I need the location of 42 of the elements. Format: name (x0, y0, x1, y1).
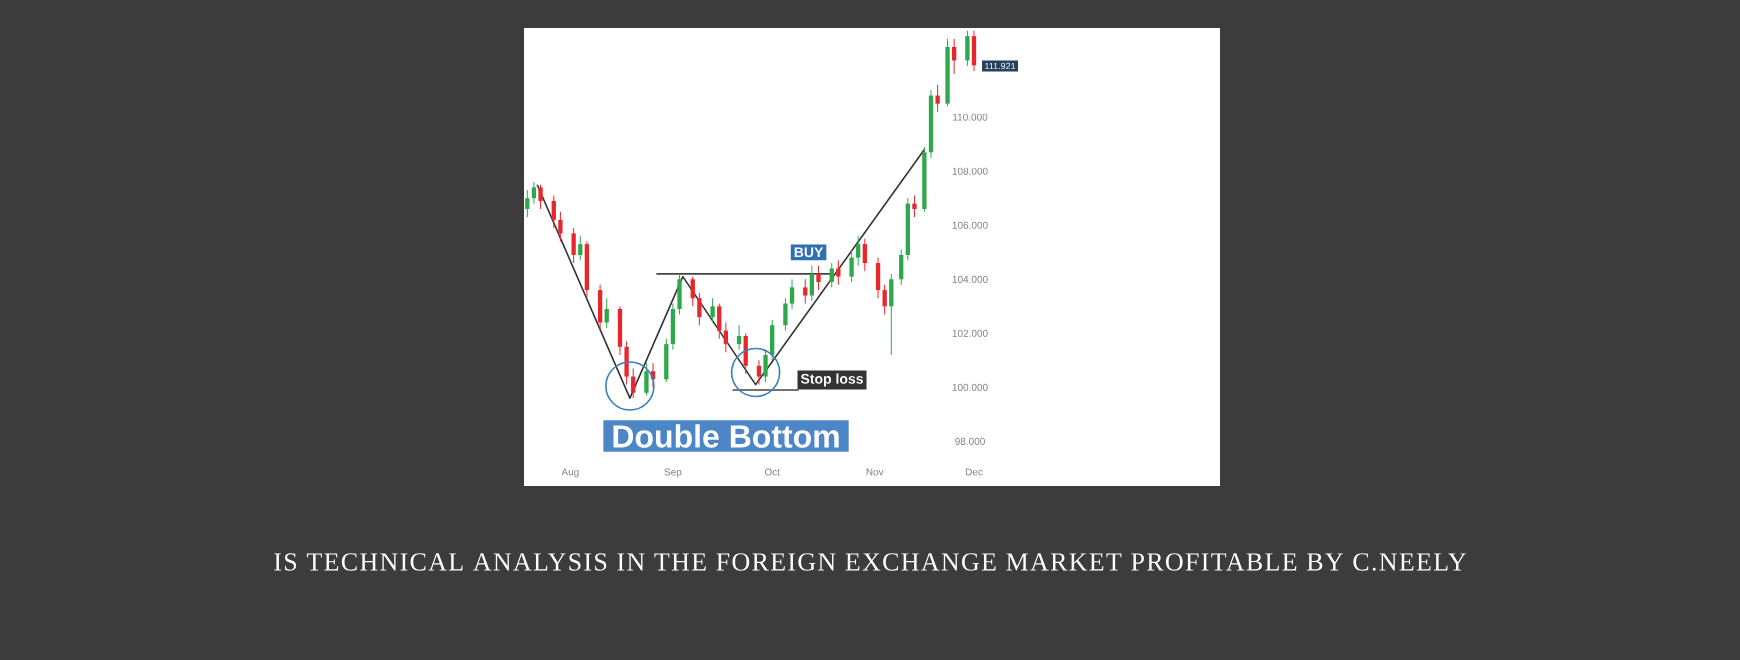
candlestick (717, 303, 722, 340)
candlestick (899, 249, 904, 286)
candlestick (912, 195, 917, 218)
candlestick (710, 297, 715, 324)
candlestick (849, 249, 854, 283)
candlestick (889, 273, 894, 356)
candlestick (578, 235, 583, 261)
candlestick (631, 367, 636, 399)
candlestick (809, 265, 815, 302)
candlestick (803, 278, 808, 305)
candlestick (538, 184, 543, 210)
candlestick (571, 227, 576, 264)
candlestick (816, 265, 821, 291)
candlestick (690, 276, 695, 307)
annotation: Double Bottom (613, 424, 839, 448)
candlestick (882, 284, 887, 315)
candlestick (723, 322, 728, 353)
candlestick (551, 195, 556, 229)
line-series (536, 148, 926, 399)
candlestick (597, 284, 603, 332)
candlestick (525, 189, 530, 218)
candlestick (935, 84, 940, 113)
candlestick (584, 240, 590, 299)
candlestick (829, 262, 834, 288)
candlestick (531, 181, 537, 205)
candlestick (736, 324, 742, 351)
candlestick (770, 319, 775, 361)
candlestick (862, 238, 867, 272)
candlestick (965, 30, 970, 67)
candlestick (697, 292, 702, 326)
candlestick (664, 338, 669, 383)
candlestick (558, 211, 563, 242)
candlestick (971, 30, 977, 72)
candlestick (952, 38, 957, 75)
candlestick (763, 349, 768, 383)
candlestick (644, 362, 649, 396)
candlestick (856, 235, 861, 267)
candlestick (875, 257, 881, 299)
candlestick (604, 297, 609, 329)
candlestick (836, 259, 841, 286)
candlestick (756, 359, 762, 386)
text: IS TECHNICAL ANALYSIS IN THE FOREIGN EXCHANGE MARKET PROFITABLE BY C.NEELY (274, 553, 1466, 571)
